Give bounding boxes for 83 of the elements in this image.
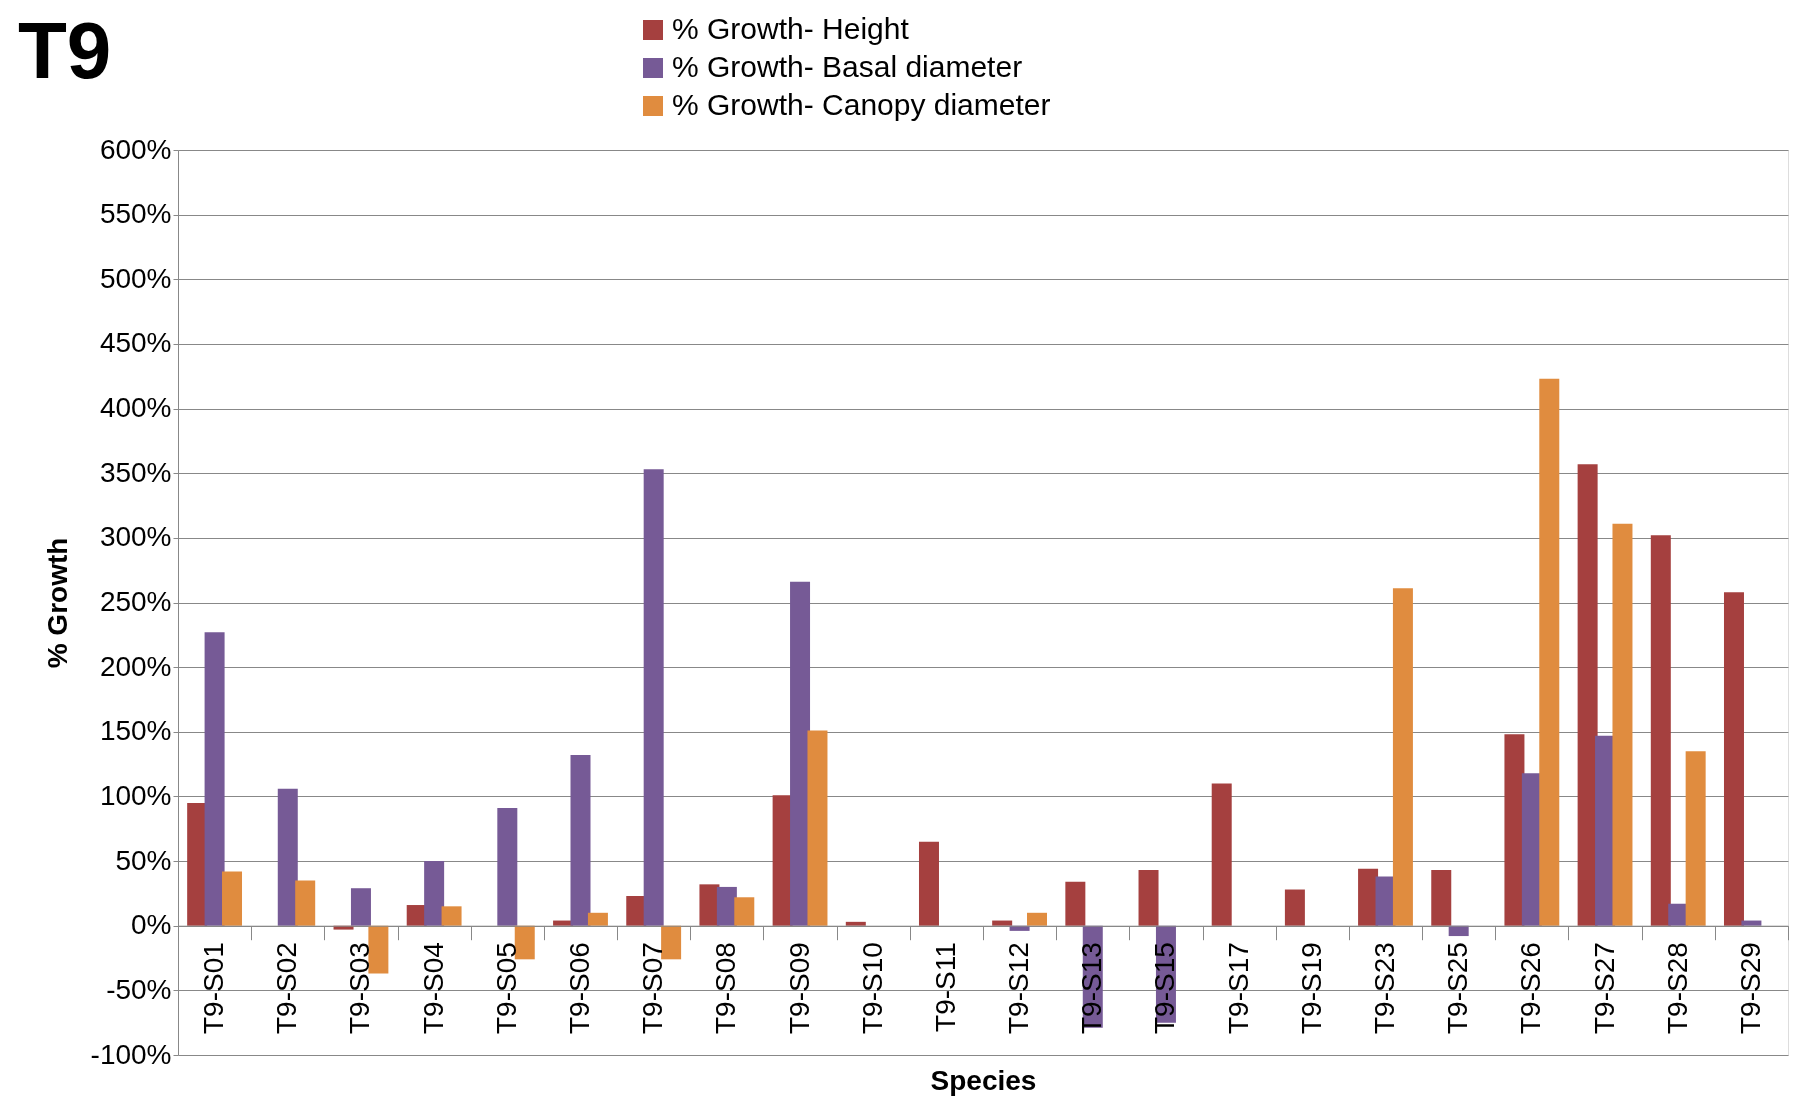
x-tick-label: T9-S01 bbox=[198, 942, 230, 1035]
bar bbox=[992, 920, 1013, 926]
bar bbox=[1284, 889, 1305, 926]
bar bbox=[1027, 912, 1048, 926]
bar bbox=[222, 871, 243, 926]
legend-label: % Growth- Height bbox=[672, 12, 910, 45]
x-tick-label: T9-S25 bbox=[1442, 942, 1474, 1035]
bar bbox=[187, 802, 208, 926]
bar bbox=[1138, 870, 1159, 926]
x-tick-label: T9-S15 bbox=[1149, 942, 1181, 1035]
bar bbox=[570, 755, 591, 926]
bar bbox=[514, 925, 535, 960]
legend-label: % Growth- Basal diameter bbox=[672, 50, 1023, 83]
bar bbox=[1392, 588, 1413, 926]
y-tick-label: 100% bbox=[99, 779, 172, 811]
bar bbox=[1668, 903, 1689, 926]
x-axis-title: Species bbox=[930, 1065, 1037, 1097]
bar bbox=[1741, 920, 1762, 926]
x-tick-label: T9-S12 bbox=[1003, 942, 1035, 1035]
bar bbox=[790, 581, 811, 926]
bar bbox=[497, 808, 518, 926]
y-tick-label: 600% bbox=[99, 133, 172, 165]
y-axis-title: % Growth bbox=[41, 537, 73, 669]
legend-label: % Growth- Canopy diameter bbox=[672, 88, 1051, 121]
bar bbox=[368, 925, 389, 974]
bar bbox=[661, 925, 682, 960]
y-tick-label: 250% bbox=[99, 586, 172, 617]
y-tick-label: 400% bbox=[99, 392, 172, 424]
x-tick-label: T9-S19 bbox=[1295, 942, 1327, 1035]
x-tick-label: T9-S11 bbox=[929, 942, 961, 1032]
x-tick-label: T9-S26 bbox=[1515, 942, 1547, 1035]
bar bbox=[734, 897, 755, 926]
x-tick-label: T9-S06 bbox=[564, 942, 595, 1035]
bar bbox=[643, 469, 664, 926]
x-tick-label: T9-S13 bbox=[1076, 942, 1108, 1035]
y-tick-label: -50% bbox=[106, 973, 172, 1005]
x-tick-label: T9-S03 bbox=[344, 942, 376, 1035]
bar bbox=[918, 841, 939, 926]
bar bbox=[441, 906, 462, 926]
bar bbox=[295, 880, 316, 926]
bar bbox=[699, 884, 720, 926]
bar bbox=[587, 912, 608, 926]
x-tick-label: T9-S10 bbox=[856, 942, 888, 1035]
bar bbox=[1685, 751, 1706, 926]
x-tick-label: T9-S28 bbox=[1661, 942, 1693, 1035]
y-tick-label: 0% bbox=[131, 909, 172, 941]
bar bbox=[1723, 592, 1744, 926]
bar bbox=[807, 730, 828, 926]
bar bbox=[1358, 868, 1379, 926]
x-tick-label: T9-S17 bbox=[1222, 942, 1254, 1035]
y-tick-label: 150% bbox=[99, 715, 172, 747]
x-tick-label: T9-S02 bbox=[271, 942, 303, 1035]
x-tick-label: T9-S23 bbox=[1369, 942, 1400, 1035]
x-tick-label: T9-S05 bbox=[490, 942, 522, 1035]
bar bbox=[1539, 378, 1560, 926]
bar bbox=[204, 632, 225, 926]
x-tick-label: T9-S27 bbox=[1588, 942, 1620, 1035]
x-tick-label: T9-S04 bbox=[417, 942, 449, 1035]
bar bbox=[350, 888, 371, 926]
bar bbox=[845, 921, 866, 926]
bar bbox=[1577, 464, 1598, 926]
bar bbox=[424, 861, 445, 926]
y-tick-label: 450% bbox=[99, 327, 172, 359]
x-tick-label: T9-S07 bbox=[637, 942, 669, 1035]
x-tick-label: T9-S29 bbox=[1734, 942, 1766, 1035]
y-tick-label: 350% bbox=[99, 456, 172, 488]
bar bbox=[626, 895, 647, 926]
y-tick-label: 550% bbox=[99, 198, 172, 230]
x-tick-label: T9-S08 bbox=[710, 942, 742, 1035]
bar bbox=[1431, 870, 1452, 926]
y-tick-label: 500% bbox=[99, 262, 172, 294]
bar bbox=[1065, 881, 1086, 926]
y-tick-label: 300% bbox=[99, 521, 172, 553]
bar bbox=[1504, 734, 1525, 926]
y-tick-label: 200% bbox=[99, 650, 172, 682]
bar bbox=[1612, 523, 1633, 926]
bar bbox=[277, 788, 298, 926]
y-tick-label: 50% bbox=[115, 844, 172, 876]
bar bbox=[1211, 783, 1232, 926]
y-tick-label: -100% bbox=[90, 1038, 172, 1070]
chart-title: T9 bbox=[18, 6, 112, 95]
bar bbox=[1650, 535, 1671, 926]
x-tick-label: T9-S09 bbox=[783, 942, 815, 1035]
